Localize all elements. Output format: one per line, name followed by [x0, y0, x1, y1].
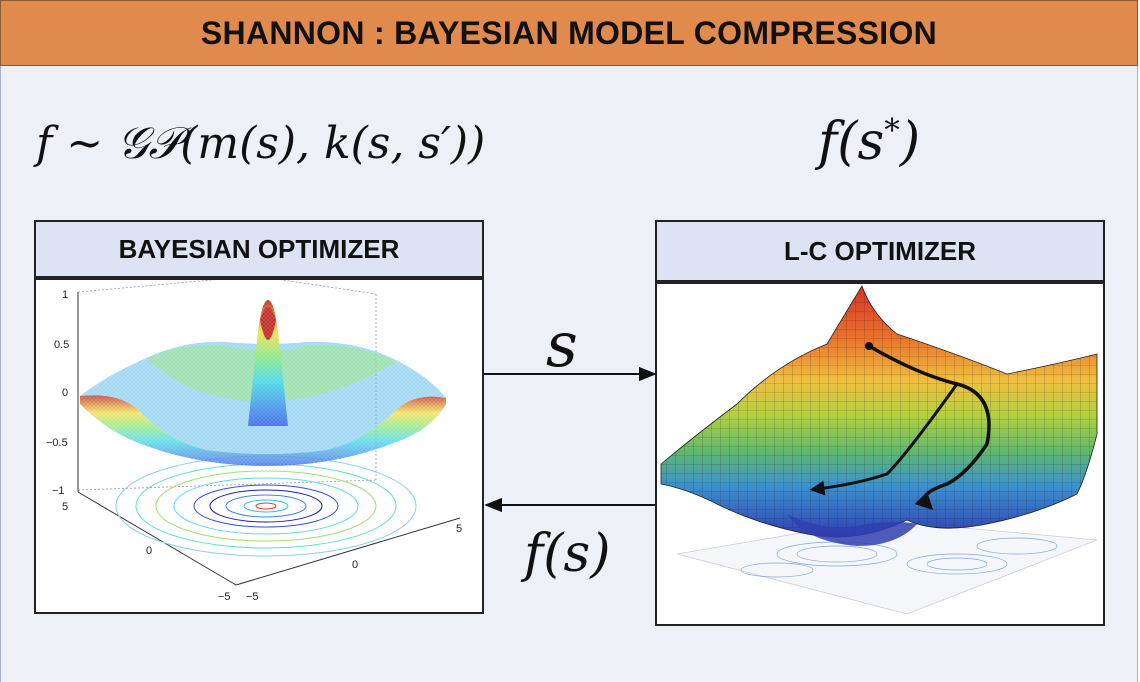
- x-tick-neg5: −5: [218, 591, 231, 603]
- y-tick-0: 0: [352, 559, 358, 571]
- lc-surface-plot: [660, 285, 1098, 615]
- lc-optimizer-title: L-C OPTIMIZER: [655, 220, 1105, 282]
- return-arrow-label: f(s): [524, 524, 611, 584]
- x-axis-ticks: 5 0 −5: [62, 501, 231, 603]
- eq-args: (m(s), k(s, s′)): [180, 118, 486, 169]
- y-tick-5: 5: [456, 523, 462, 535]
- optimization-path: [809, 342, 991, 511]
- page-title: SHANNON : BAYESIAN MODEL COMPRESSION: [200, 14, 938, 51]
- z-tick-1: 1: [62, 289, 68, 301]
- eq-f: f: [36, 118, 53, 169]
- opt-close: ): [899, 112, 921, 172]
- bayesian-optimizer-title: BAYESIAN OPTIMIZER: [34, 220, 484, 278]
- x-tick-0: 0: [146, 545, 152, 557]
- eq-tilde: ~: [52, 118, 118, 169]
- forward-arrow-label: s: [546, 308, 578, 381]
- lc-optimizer-label: L-C OPTIMIZER: [783, 235, 977, 266]
- opt-star: *: [884, 112, 900, 149]
- bayesian-optimizer-label: BAYESIAN OPTIMIZER: [118, 233, 400, 264]
- bayesian-surface-plot: 1 0.5 0 −0.5 −1 5 0 −5 5 0 −5: [46, 280, 462, 603]
- x-tick-5: 5: [62, 501, 68, 513]
- header-banner: SHANNON : BAYESIAN MODEL COMPRESSION: [0, 0, 1138, 66]
- bayesian-surface-figure: 1 0.5 0 −0.5 −1 5 0 −5 5 0 −5: [34, 278, 484, 614]
- axis-lines: [77, 292, 461, 586]
- optimum-equation: f(s*): [818, 112, 920, 172]
- z-tick-0: 0: [62, 387, 68, 399]
- loss-surface: [660, 285, 1098, 546]
- lc-surface-figure: [655, 282, 1105, 626]
- z-tick-neg0.5: −0.5: [46, 437, 68, 449]
- y-axis-ticks: 5 0 −5: [246, 523, 462, 603]
- z-axis-ticks: 1 0.5 0 −0.5 −1: [46, 289, 69, 497]
- z-tick-0.5: 0.5: [54, 339, 69, 351]
- sombrero-surface: [80, 300, 446, 466]
- eq-gp: 𝒢𝒫: [117, 118, 181, 169]
- opt-base: f(s: [818, 112, 885, 172]
- z-tick-neg1: −1: [52, 485, 65, 497]
- y-tick-neg5: −5: [246, 591, 259, 603]
- gp-prior-equation: f ~ 𝒢𝒫(m(s), k(s, s′)): [36, 118, 485, 169]
